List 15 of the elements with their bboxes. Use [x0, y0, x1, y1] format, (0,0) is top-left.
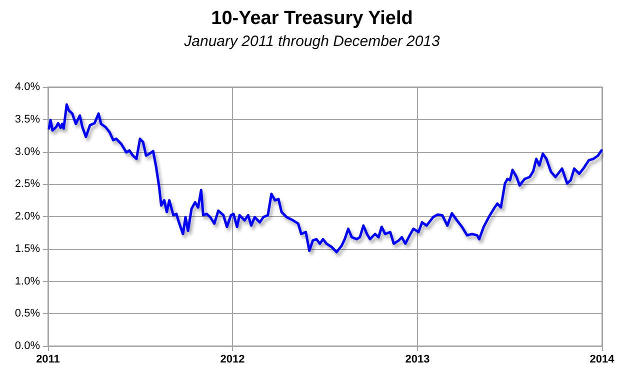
y-tick-label: 2.0%: [14, 210, 40, 222]
chart-subtitle: January 2011 through December 2013: [183, 33, 441, 50]
y-tick-label: 0.5%: [14, 308, 40, 320]
y-tick-label: 1.5%: [14, 242, 40, 255]
y-tick-label: 3.5%: [14, 113, 40, 126]
chart-title: 10-Year Treasury Yield: [211, 8, 413, 29]
x-tick-label: 2014: [590, 354, 616, 366]
y-tick-label: 4.0%: [14, 81, 40, 93]
y-tick-label: 2.5%: [14, 178, 40, 190]
y-tick-label: 3.0%: [14, 146, 40, 158]
y-tick-label: 1.0%: [14, 275, 40, 288]
x-tick-label: 2013: [405, 354, 430, 366]
x-tick-label: 2011: [36, 354, 60, 366]
x-tick-label: 2012: [220, 354, 245, 366]
y-tick-label: 0.0%: [14, 340, 40, 352]
